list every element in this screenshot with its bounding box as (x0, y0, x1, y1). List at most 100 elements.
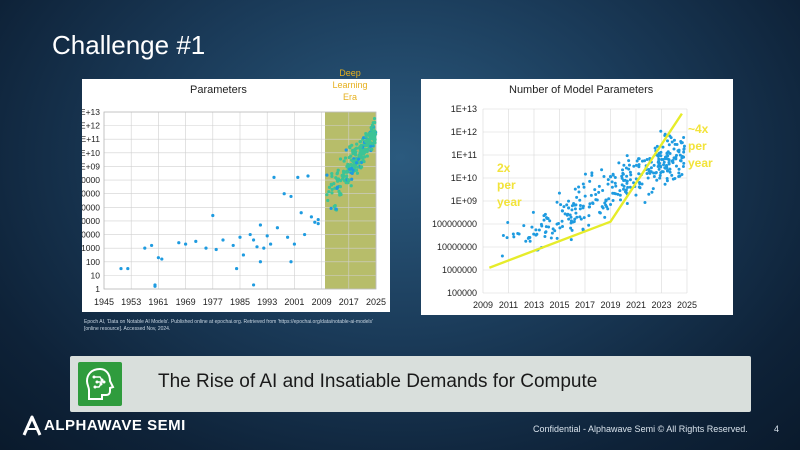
data-point (126, 266, 130, 271)
data-point (646, 176, 650, 180)
data-point (326, 198, 330, 203)
data-point (674, 164, 678, 168)
chart-title: Parameters (190, 84, 247, 96)
data-point (346, 178, 351, 182)
data-point (668, 151, 672, 155)
model-parameters-chart-panel: Number of Model Parameters 2009 2011 2013 20… (421, 79, 733, 315)
data-point (350, 171, 354, 175)
data-point (289, 260, 293, 264)
data-point (627, 167, 631, 171)
data-point (598, 211, 602, 215)
data-point (347, 155, 351, 160)
data-point (637, 157, 641, 161)
data-point (663, 132, 667, 136)
x-tick-label: 2017 (339, 297, 359, 307)
data-point (662, 160, 666, 164)
data-point (604, 198, 608, 202)
data-point (569, 219, 573, 223)
data-point (666, 157, 670, 161)
data-point (635, 159, 639, 163)
data-point (289, 194, 293, 199)
x-tick-label: 2025 (677, 300, 697, 310)
data-point (524, 239, 528, 243)
data-point (542, 218, 546, 222)
data-point (351, 159, 355, 163)
data-point (296, 175, 300, 179)
data-point (618, 189, 622, 193)
data-point (562, 205, 566, 209)
data-point (627, 159, 631, 163)
head-circuit-icon (78, 362, 122, 406)
data-point (309, 215, 313, 219)
data-point (351, 150, 355, 155)
data-point (618, 193, 622, 197)
data-point (511, 232, 515, 236)
data-point (578, 207, 582, 211)
data-point (368, 141, 372, 146)
data-point (362, 136, 366, 140)
y-tick-label: 1E+11 (82, 134, 100, 144)
data-point (665, 179, 669, 183)
data-point (150, 243, 154, 248)
data-point (649, 170, 653, 174)
y-tick-label: 1 (95, 284, 100, 294)
data-point (325, 193, 329, 197)
data-point (539, 222, 543, 226)
data-point (573, 187, 577, 191)
x-tick-label: 2021 (626, 300, 646, 310)
x-tick-label: 2023 (651, 300, 671, 310)
data-point (632, 164, 636, 168)
data-point (666, 169, 670, 173)
data-point (303, 232, 307, 237)
data-point (597, 184, 601, 188)
data-point (666, 154, 670, 158)
data-point (359, 145, 363, 149)
y-tick-label: 100000 (447, 288, 477, 298)
data-point (362, 147, 367, 152)
data-point (620, 174, 624, 178)
data-point (345, 170, 349, 174)
data-point (544, 230, 548, 234)
data-point (637, 185, 641, 189)
data-point (365, 154, 369, 158)
data-point (659, 129, 663, 133)
data-point (194, 239, 198, 243)
data-point (663, 182, 667, 186)
data-point (275, 226, 279, 230)
data-point (610, 185, 614, 189)
data-point (353, 165, 357, 170)
data-point (628, 185, 632, 189)
x-tick-label: 1953 (121, 297, 141, 307)
data-point (252, 238, 256, 242)
footer-text: Confidential - Alphawave Semi © All Righ… (533, 424, 748, 434)
data-point (657, 151, 661, 155)
data-point (306, 174, 310, 178)
data-point (665, 176, 669, 180)
data-point (658, 164, 662, 168)
data-point (506, 220, 510, 224)
deep-learning-era-label: Deep Learning Era (332, 68, 367, 102)
data-point (612, 191, 616, 195)
data-point (622, 184, 626, 188)
data-point (661, 145, 665, 149)
data-point (370, 147, 374, 151)
data-point (214, 247, 218, 252)
data-point (528, 239, 532, 243)
data-point (621, 168, 625, 172)
era-label-line: Learning (332, 80, 367, 90)
data-point (670, 173, 674, 177)
data-point (660, 158, 664, 162)
data-point (658, 174, 662, 178)
data-point (681, 165, 685, 169)
data-point (534, 228, 538, 232)
data-point (574, 211, 578, 215)
data-point (581, 227, 585, 231)
data-point (647, 192, 651, 196)
data-point (578, 215, 582, 219)
data-point (625, 202, 629, 206)
data-point (607, 197, 611, 201)
data-point (666, 139, 670, 143)
data-point (603, 215, 607, 219)
chart-title: Number of Model Parameters (509, 84, 654, 96)
data-point (575, 195, 579, 199)
